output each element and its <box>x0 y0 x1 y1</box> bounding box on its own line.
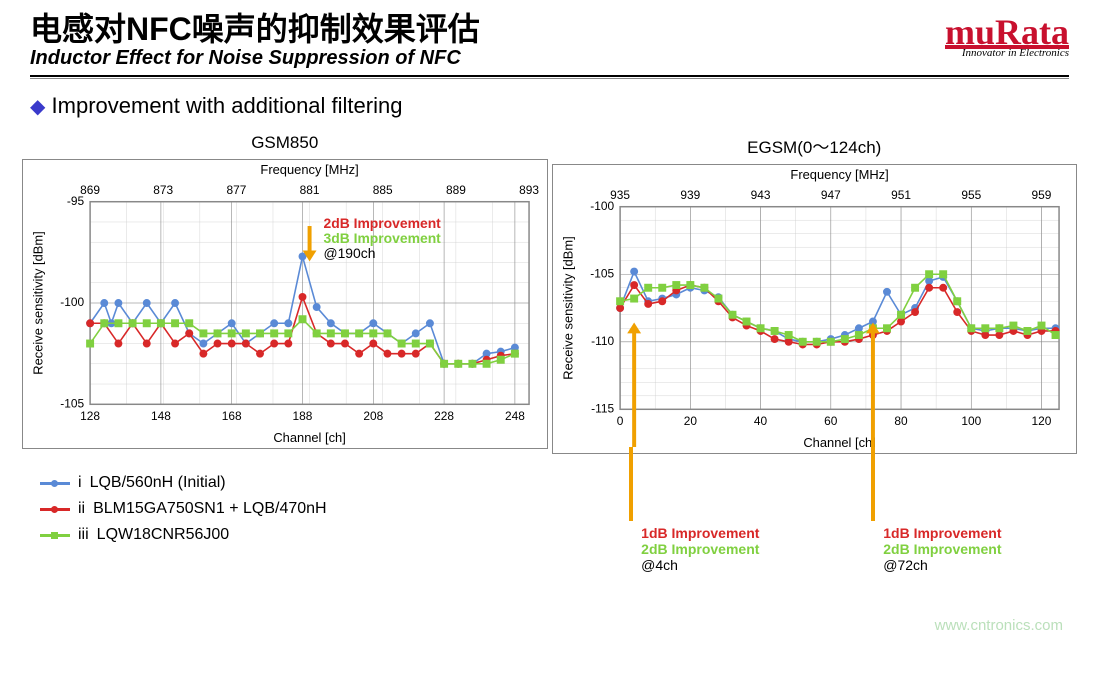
svg-text:947: 947 <box>820 188 840 202</box>
chart-right-title: EGSM(0～124ch) <box>552 127 1078 164</box>
legend-swatch <box>40 534 70 537</box>
svg-text:889: 889 <box>446 183 466 197</box>
svg-text:Frequency [MHz]: Frequency [MHz] <box>260 162 358 177</box>
svg-text:-100: -100 <box>60 295 84 309</box>
legend-key: i <box>78 474 82 492</box>
svg-text:120: 120 <box>1031 414 1051 428</box>
svg-text:873: 873 <box>153 183 173 197</box>
legend-item: i LQB/560nH (Initial) <box>40 470 1099 496</box>
svg-text:881: 881 <box>300 183 320 197</box>
annotation-text-group: 1dB Improvement2dB Improvement@72ch <box>883 525 1001 573</box>
annotation-arrow-ext <box>871 447 875 521</box>
bullet-icon: ◆ <box>30 96 45 118</box>
svg-text:188: 188 <box>293 409 313 423</box>
legend-label: LQB/560nH (Initial) <box>90 474 226 492</box>
annotation-line: 1dB Improvement <box>883 525 1001 541</box>
chart-left-box: -105-100-9512814816818820822824886987387… <box>22 159 548 449</box>
svg-text:3dB Improvement: 3dB Improvement <box>323 230 441 246</box>
annotation-line: @4ch <box>641 557 759 573</box>
svg-text:885: 885 <box>373 183 393 197</box>
legend-key: iii <box>78 526 89 544</box>
title-en: Inductor Effect for Noise Suppression of… <box>30 47 480 69</box>
header-rule-1 <box>30 75 1069 77</box>
annotation-line: 1dB Improvement <box>641 525 759 541</box>
svg-text:893: 893 <box>519 183 539 197</box>
svg-text:877: 877 <box>226 183 246 197</box>
legend-label: BLM15GA750SN1 + LQB/470nH <box>93 500 326 518</box>
chart-left-svg: -105-100-9512814816818820822824886987387… <box>23 160 547 448</box>
svg-text:Receive sensitivity [dBm]: Receive sensitivity [dBm] <box>560 236 575 379</box>
annotation-arrow-ext <box>629 447 633 521</box>
svg-text:2dB Improvement: 2dB Improvement <box>323 215 441 231</box>
annotation-line: @72ch <box>883 557 1001 573</box>
header: 电感对NFC噪声的抑制效果评估 Inductor Effect for Nois… <box>0 0 1099 73</box>
svg-text:208: 208 <box>363 409 383 423</box>
svg-text:Channel [ch]: Channel [ch] <box>803 435 875 450</box>
logo-text: muRata <box>945 20 1069 47</box>
logo: muRata Innovator in Electronics <box>945 12 1069 59</box>
charts-row: GSM850 -105-100-951281481681882082282488… <box>0 127 1099 454</box>
svg-text:-115: -115 <box>591 402 614 416</box>
section-title: ◆ Improvement with additional filtering <box>0 89 1099 127</box>
chart-left-wrap: GSM850 -105-100-951281481681882082282488… <box>22 127 548 454</box>
chart-right-wrap: EGSM(0～124ch) -115-110-105-1000204060801… <box>552 127 1078 454</box>
legend-key: ii <box>78 500 85 518</box>
svg-text:Receive sensitivity [dBm]: Receive sensitivity [dBm] <box>30 231 45 374</box>
titles: 电感对NFC噪声的抑制效果评估 Inductor Effect for Nois… <box>30 12 480 69</box>
svg-text:0: 0 <box>616 414 623 428</box>
svg-text:939: 939 <box>680 188 700 202</box>
svg-text:-110: -110 <box>591 334 614 348</box>
svg-text:60: 60 <box>824 414 838 428</box>
svg-text:-105: -105 <box>590 267 614 281</box>
logo-tagline: Innovator in Electronics <box>945 47 1069 59</box>
chart-right-svg: -115-110-105-100020406080100120935939943… <box>553 165 1077 453</box>
section-text: Improvement with additional filtering <box>52 93 403 118</box>
chart-left-title: GSM850 <box>22 127 548 159</box>
svg-text:@190ch: @190ch <box>323 245 375 261</box>
svg-text:128: 128 <box>80 409 100 423</box>
annotation-text-group: 1dB Improvement2dB Improvement@4ch <box>641 525 759 573</box>
svg-text:248: 248 <box>505 409 525 423</box>
svg-text:951: 951 <box>891 188 911 202</box>
svg-text:100: 100 <box>961 414 981 428</box>
chart-right-box: -115-110-105-100020406080100120935939943… <box>552 164 1078 454</box>
svg-text:20: 20 <box>683 414 697 428</box>
svg-text:869: 869 <box>80 183 100 197</box>
svg-text:Frequency [MHz]: Frequency [MHz] <box>790 167 888 182</box>
annotation-line: 2dB Improvement <box>641 541 759 557</box>
header-rule-2 <box>30 78 1069 79</box>
svg-text:943: 943 <box>750 188 770 202</box>
svg-text:Channel [ch]: Channel [ch] <box>273 430 345 445</box>
svg-text:955: 955 <box>961 188 981 202</box>
legend-swatch <box>40 482 70 485</box>
watermark: www.cntronics.com <box>935 617 1063 634</box>
legend-item: ii BLM15GA750SN1 + LQB/470nH <box>40 496 1099 522</box>
svg-text:40: 40 <box>753 414 767 428</box>
annotation-line: 2dB Improvement <box>883 541 1001 557</box>
svg-text:959: 959 <box>1031 188 1051 202</box>
svg-text:228: 228 <box>434 409 454 423</box>
svg-text:148: 148 <box>151 409 171 423</box>
legend-swatch <box>40 508 70 511</box>
svg-text:80: 80 <box>894 414 908 428</box>
svg-text:935: 935 <box>610 188 630 202</box>
svg-text:168: 168 <box>222 409 242 423</box>
legend-label: LQW18CNR56J00 <box>97 526 230 544</box>
title-cn: 电感对NFC噪声的抑制效果评估 <box>30 12 480 47</box>
